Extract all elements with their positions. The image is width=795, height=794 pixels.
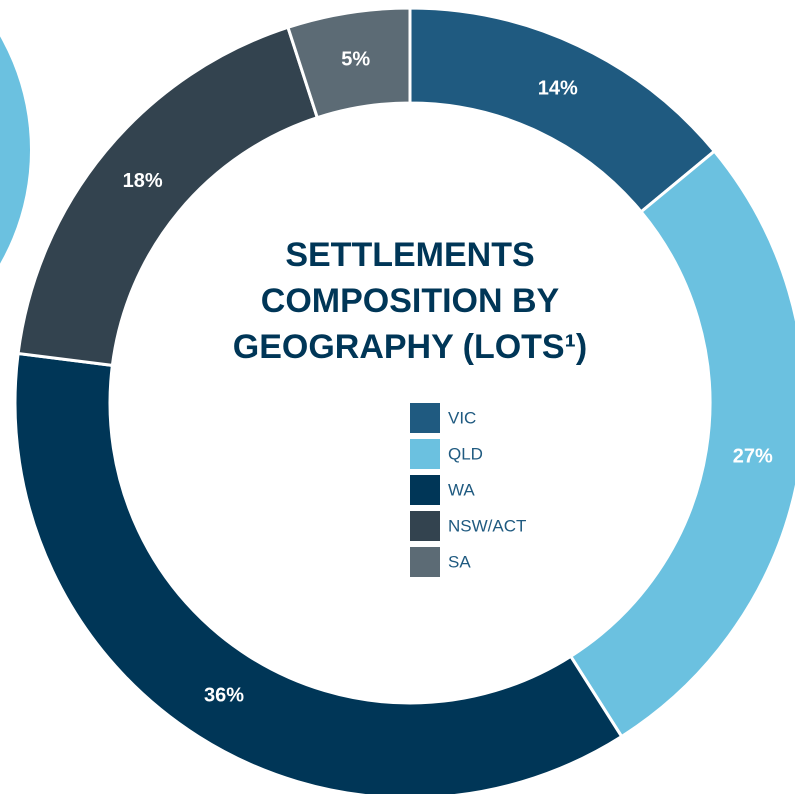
- legend-swatch: [410, 511, 440, 541]
- legend-swatch: [410, 439, 440, 469]
- data-label: 36%: [204, 684, 244, 706]
- legend-swatch: [410, 403, 440, 433]
- decoration-circle: [0, 36, 30, 264]
- legend-label: SA: [448, 552, 471, 571]
- donut-segment: [568, 149, 795, 739]
- legend-label: QLD: [448, 444, 483, 463]
- legend-label: NSW/ACT: [448, 516, 526, 535]
- donut-segment: [286, 6, 412, 120]
- chart-title: SETTLEMENTS COMPOSITION BY GEOGRAPHY (LO…: [232, 236, 588, 366]
- legend-label: WA: [448, 480, 475, 499]
- data-label: 14%: [538, 77, 578, 99]
- legend-swatch: [410, 475, 440, 505]
- data-label: 18%: [123, 170, 163, 192]
- donut-segment: [13, 351, 624, 794]
- donut-segment: [408, 6, 717, 214]
- data-label: 5%: [341, 49, 370, 71]
- legend-label: VIC: [448, 408, 476, 427]
- legend-swatch: [410, 547, 440, 577]
- data-label: 27%: [733, 446, 773, 468]
